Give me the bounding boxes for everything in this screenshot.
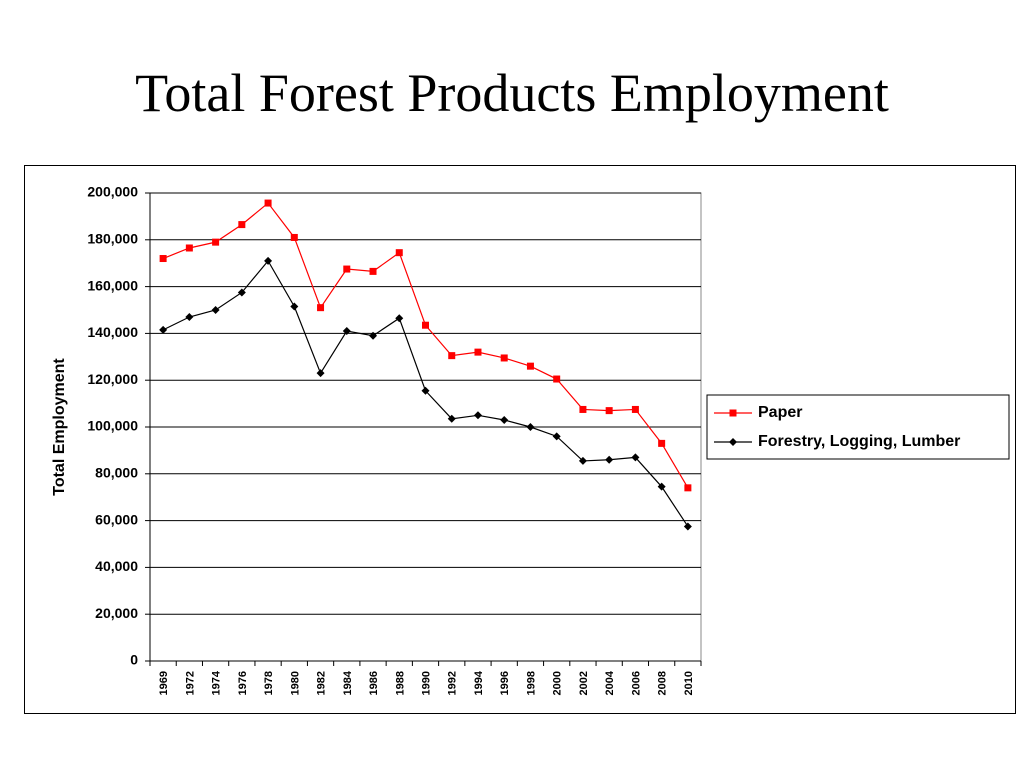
x-tick-label: 1986 bbox=[368, 671, 380, 695]
y-tick-label: 160,000 bbox=[87, 277, 138, 293]
data-point bbox=[447, 414, 456, 423]
x-tick-label: 1990 bbox=[421, 671, 433, 695]
y-tick-label: 80,000 bbox=[95, 465, 138, 481]
data-point bbox=[185, 244, 193, 252]
data-point bbox=[290, 302, 299, 311]
data-point bbox=[159, 255, 167, 263]
series-forestry-logging-lumber bbox=[159, 256, 692, 531]
data-point bbox=[631, 453, 640, 462]
data-point bbox=[212, 238, 220, 246]
x-tick-label: 1996 bbox=[499, 671, 511, 695]
data-point bbox=[395, 314, 404, 323]
legend-marker bbox=[729, 409, 737, 417]
data-point bbox=[605, 407, 613, 415]
data-point bbox=[526, 362, 534, 370]
data-point bbox=[500, 354, 508, 362]
data-point bbox=[238, 221, 246, 229]
data-point bbox=[264, 199, 272, 207]
gridlines bbox=[150, 192, 701, 615]
legend-label: Paper bbox=[758, 404, 802, 421]
x-tick-label: 2010 bbox=[683, 671, 695, 695]
data-point bbox=[159, 325, 168, 334]
x-tick-label: 1974 bbox=[211, 670, 223, 695]
data-point bbox=[342, 327, 351, 336]
data-point bbox=[500, 415, 509, 424]
y-tick-label: 180,000 bbox=[87, 231, 138, 247]
data-point bbox=[605, 455, 614, 464]
data-point bbox=[658, 439, 666, 447]
x-tick-label: 2004 bbox=[604, 670, 616, 695]
y-tick-label: 40,000 bbox=[95, 558, 138, 574]
y-tick-label: 60,000 bbox=[95, 511, 138, 527]
data-point bbox=[553, 375, 561, 383]
y-tick-label: 140,000 bbox=[87, 324, 138, 340]
x-tick-label: 1972 bbox=[184, 671, 196, 695]
data-point bbox=[421, 386, 430, 395]
data-point bbox=[343, 265, 351, 273]
data-point bbox=[552, 432, 561, 441]
y-tick-label: 0 bbox=[130, 652, 138, 668]
data-point bbox=[422, 321, 429, 329]
slide-title: Total Forest Products Employment bbox=[135, 63, 889, 123]
data-point bbox=[578, 456, 587, 465]
x-tick-label: 1976 bbox=[237, 671, 249, 695]
y-axis-ticks: 0 20,000 40,000 60,000 80,000 100,000 120,000 1… bbox=[87, 184, 150, 668]
x-tick-label: 1980 bbox=[289, 671, 301, 695]
x-tick-label: 1978 bbox=[263, 671, 275, 695]
data-point bbox=[264, 256, 273, 265]
legend: Paper Forestry, Logging, Lumber bbox=[706, 394, 1010, 460]
y-tick-label: 20,000 bbox=[95, 605, 138, 621]
data-point bbox=[369, 267, 377, 275]
data-point bbox=[473, 411, 482, 420]
data-point bbox=[474, 348, 482, 356]
data-point bbox=[631, 405, 639, 413]
data-point bbox=[185, 313, 194, 322]
data-point bbox=[526, 423, 535, 431]
x-tick-label: 1992 bbox=[447, 671, 459, 695]
x-tick-label: 1969 bbox=[158, 671, 170, 695]
chart-frame bbox=[24, 165, 1016, 714]
data-point bbox=[317, 304, 325, 312]
data-point bbox=[579, 405, 587, 413]
x-tick-label: 2008 bbox=[657, 671, 669, 695]
x-tick-label: 2000 bbox=[552, 671, 564, 695]
x-tick-label: 1988 bbox=[394, 671, 406, 695]
x-tick-label: 2002 bbox=[578, 671, 590, 695]
x-tick-label: 1994 bbox=[473, 670, 485, 695]
y-tick-label: 120,000 bbox=[87, 371, 138, 387]
legend-item: Paper bbox=[714, 404, 802, 421]
y-axis-label: Total Employment bbox=[51, 358, 68, 496]
data-point bbox=[395, 249, 403, 257]
y-tick-label: 200,000 bbox=[87, 184, 138, 200]
data-point bbox=[237, 288, 246, 297]
data-point bbox=[316, 369, 325, 378]
legend-marker bbox=[729, 438, 737, 446]
x-tick-label: 1984 bbox=[342, 670, 354, 695]
data-point bbox=[683, 522, 692, 531]
x-tick-label: 1982 bbox=[316, 671, 328, 695]
data-point bbox=[684, 484, 692, 492]
data-point bbox=[290, 233, 298, 241]
x-tick-label: 1998 bbox=[525, 671, 537, 695]
legend-label: Forestry, Logging, Lumber bbox=[758, 433, 960, 450]
data-point bbox=[369, 331, 378, 340]
x-tick-label: 2006 bbox=[630, 671, 642, 695]
data-point bbox=[211, 306, 220, 314]
data-point bbox=[448, 352, 456, 360]
legend-box bbox=[706, 394, 1010, 460]
y-tick-label: 100,000 bbox=[87, 418, 138, 434]
series-paper bbox=[159, 199, 692, 492]
series-group bbox=[159, 199, 692, 531]
x-axis-ticks: 1969 1972 1974 1976 1978 1980 1982 1984 1986 1988… bbox=[149, 661, 702, 695]
data-point bbox=[657, 482, 666, 491]
legend-item: Forestry, Logging, Lumber bbox=[714, 433, 960, 450]
